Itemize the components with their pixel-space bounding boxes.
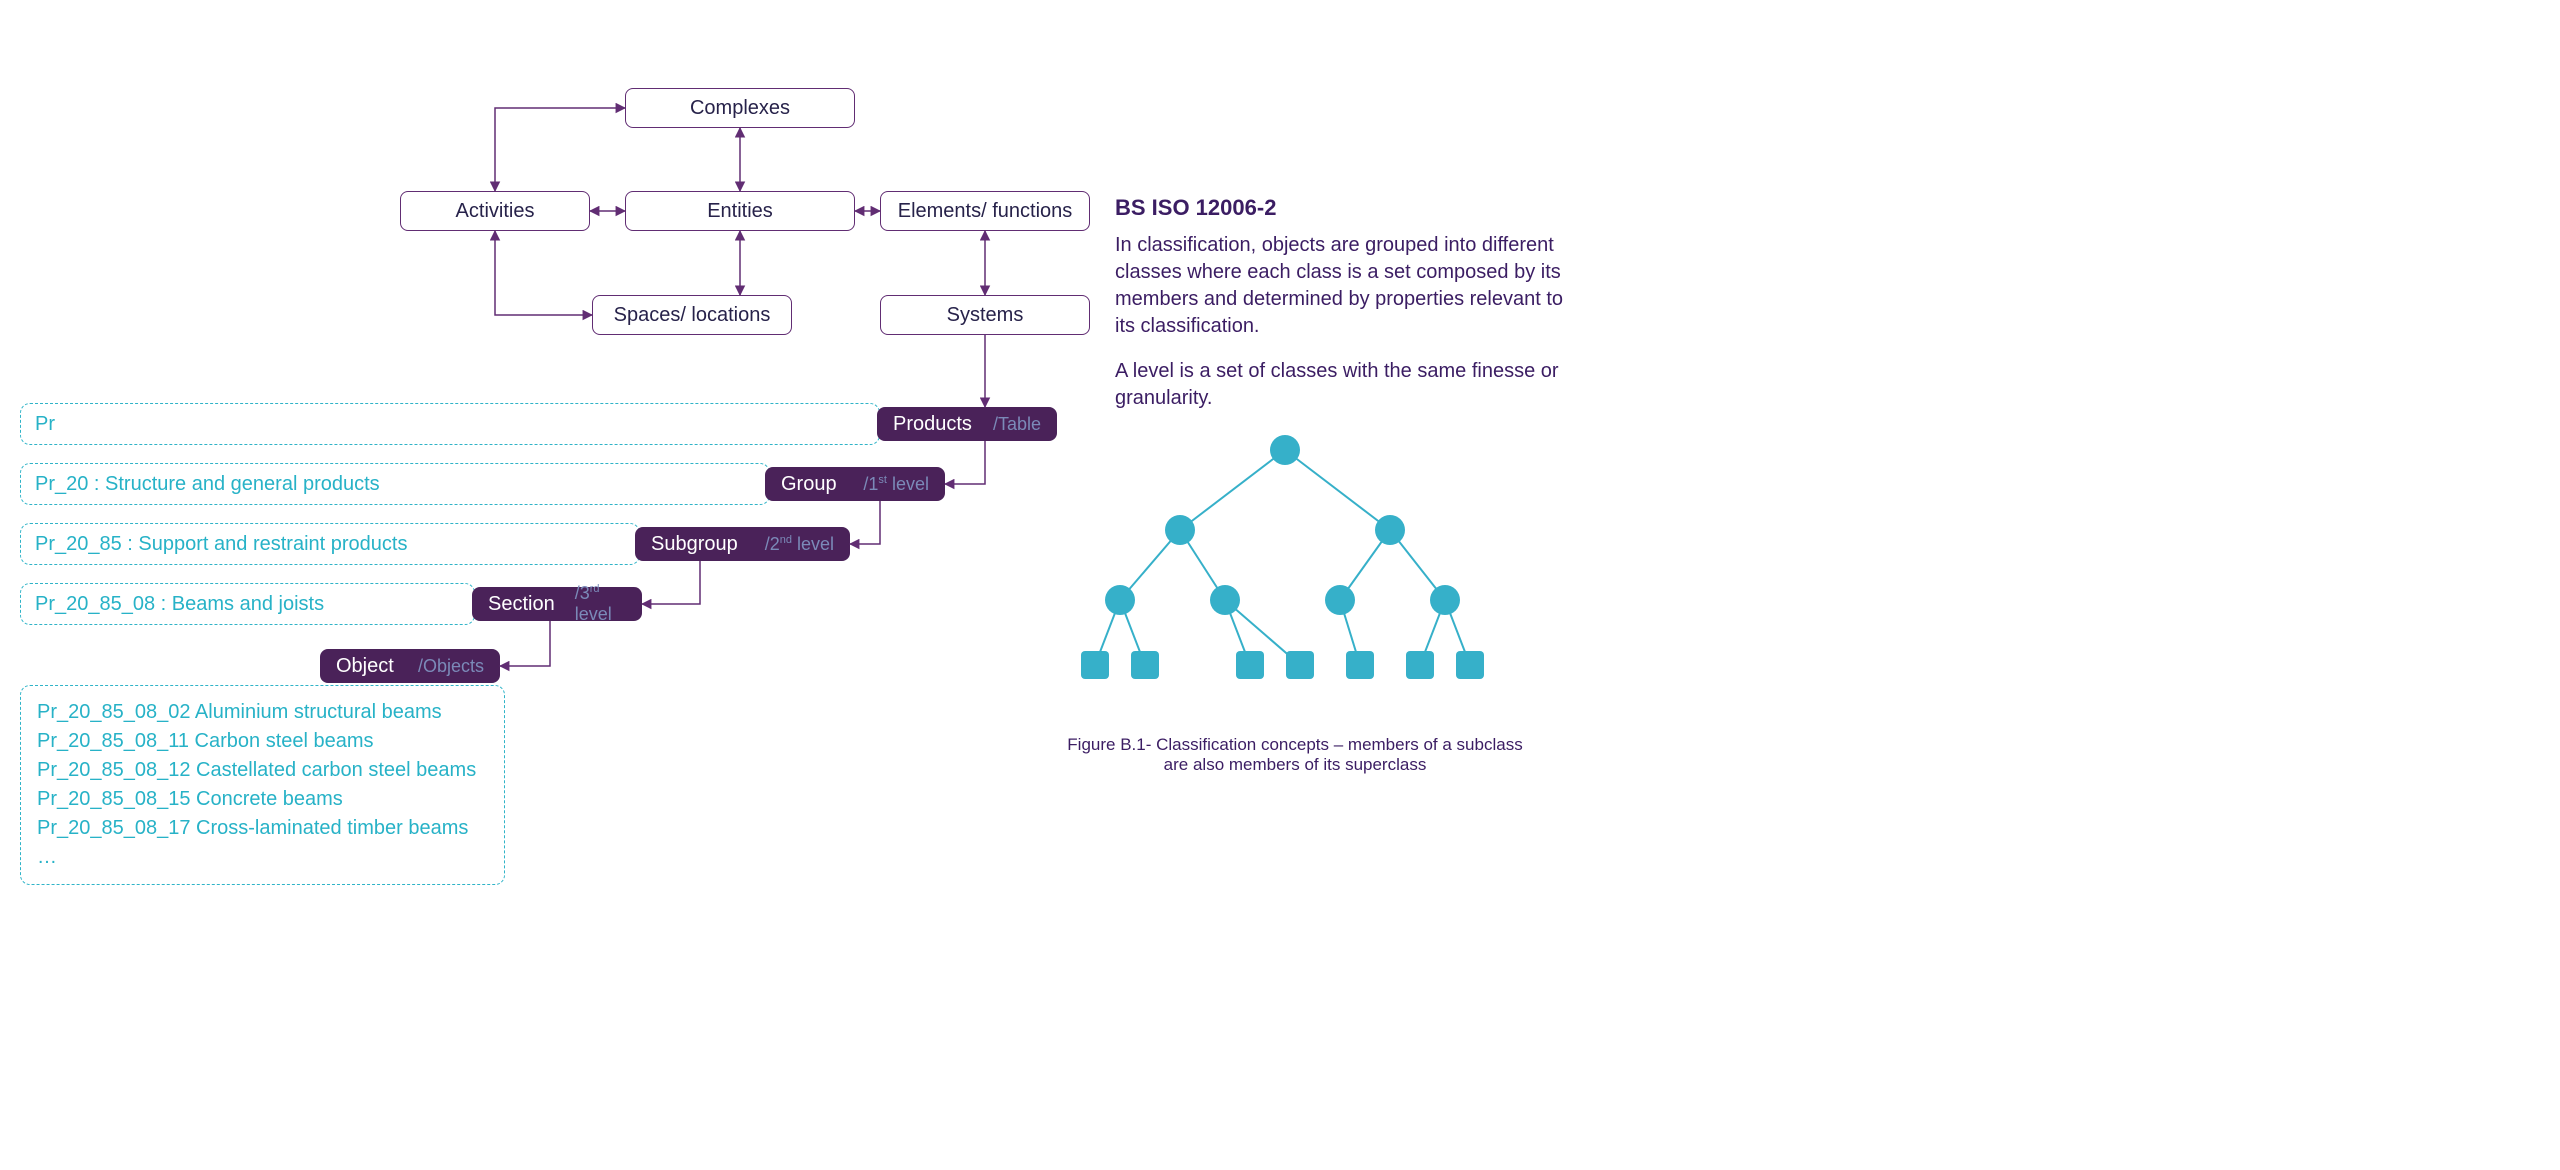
lbl: Subgroup [651, 533, 738, 556]
row-text: Pr_20_85 : Support and restraint product… [35, 533, 407, 556]
side-para1: In classification, objects are grouped i… [1115, 232, 1565, 340]
row-pr: Pr [20, 403, 880, 445]
lvl: /Objects [418, 656, 484, 677]
row-text: Pr_20 : Structure and general products [35, 473, 380, 496]
fig-caption: Figure B.1- Classification concepts – me… [1060, 735, 1530, 775]
node-systems: Systems [880, 295, 1090, 335]
label-subgroup: Subgroup /2nd level [635, 527, 850, 561]
objects-list: Pr_20_85_08_02 Aluminium structural beam… [20, 685, 505, 885]
t: Figure B.1- Classification concepts – me… [1067, 735, 1522, 774]
node-activities: Activities [400, 191, 590, 231]
label-section: Section /3rd level [472, 587, 642, 621]
side-title: BS ISO 12006-2 [1115, 195, 1276, 221]
lvl: /Table [993, 414, 1041, 435]
label-products: Products /Table [877, 407, 1057, 441]
label: Spaces/ locations [614, 304, 771, 327]
label: Activities [456, 200, 535, 223]
obj-line: Pr_20_85_08_17 Cross-laminated timber be… [37, 814, 488, 843]
t: A level is a set of classes with the sam… [1115, 360, 1559, 409]
t: BS ISO 12006-2 [1115, 195, 1276, 220]
lbl: Object [336, 655, 394, 678]
label: Systems [947, 304, 1024, 327]
obj-line: Pr_20_85_08_12 Castellated carbon steel … [37, 756, 488, 785]
obj-line: Pr_20_85_08_11 Carbon steel beams [37, 727, 488, 756]
label: Complexes [690, 97, 790, 120]
row-group: Pr_20 : Structure and general products [20, 463, 770, 505]
node-entities: Entities [625, 191, 855, 231]
lbl: Products [893, 413, 972, 436]
row-text: Pr_20_85_08 : Beams and joists [35, 593, 324, 616]
node-spaces: Spaces/ locations [592, 295, 792, 335]
t: In classification, objects are grouped i… [1115, 234, 1563, 337]
node-complexes: Complexes [625, 88, 855, 128]
obj-line: Pr_20_85_08_15 Concrete beams [37, 785, 488, 814]
label: Entities [707, 200, 773, 223]
row-subgroup: Pr_20_85 : Support and restraint product… [20, 523, 640, 565]
lbl: Section [488, 593, 555, 616]
label-group: Group /1st level [765, 467, 945, 501]
label: Elements/ functions [898, 200, 1073, 223]
lvl: /2nd level [765, 534, 834, 555]
row-section: Pr_20_85_08 : Beams and joists [20, 583, 475, 625]
obj-line: … [37, 843, 488, 872]
row-text: Pr [35, 413, 55, 436]
lbl: Group [781, 473, 837, 496]
obj-line: Pr_20_85_08_02 Aluminium structural beam… [37, 698, 488, 727]
lvl: /3rd level [575, 583, 626, 625]
side-para2: A level is a set of classes with the sam… [1115, 358, 1565, 412]
lvl: /1st level [863, 474, 929, 495]
node-elements: Elements/ functions [880, 191, 1090, 231]
label-object: Object /Objects [320, 649, 500, 683]
